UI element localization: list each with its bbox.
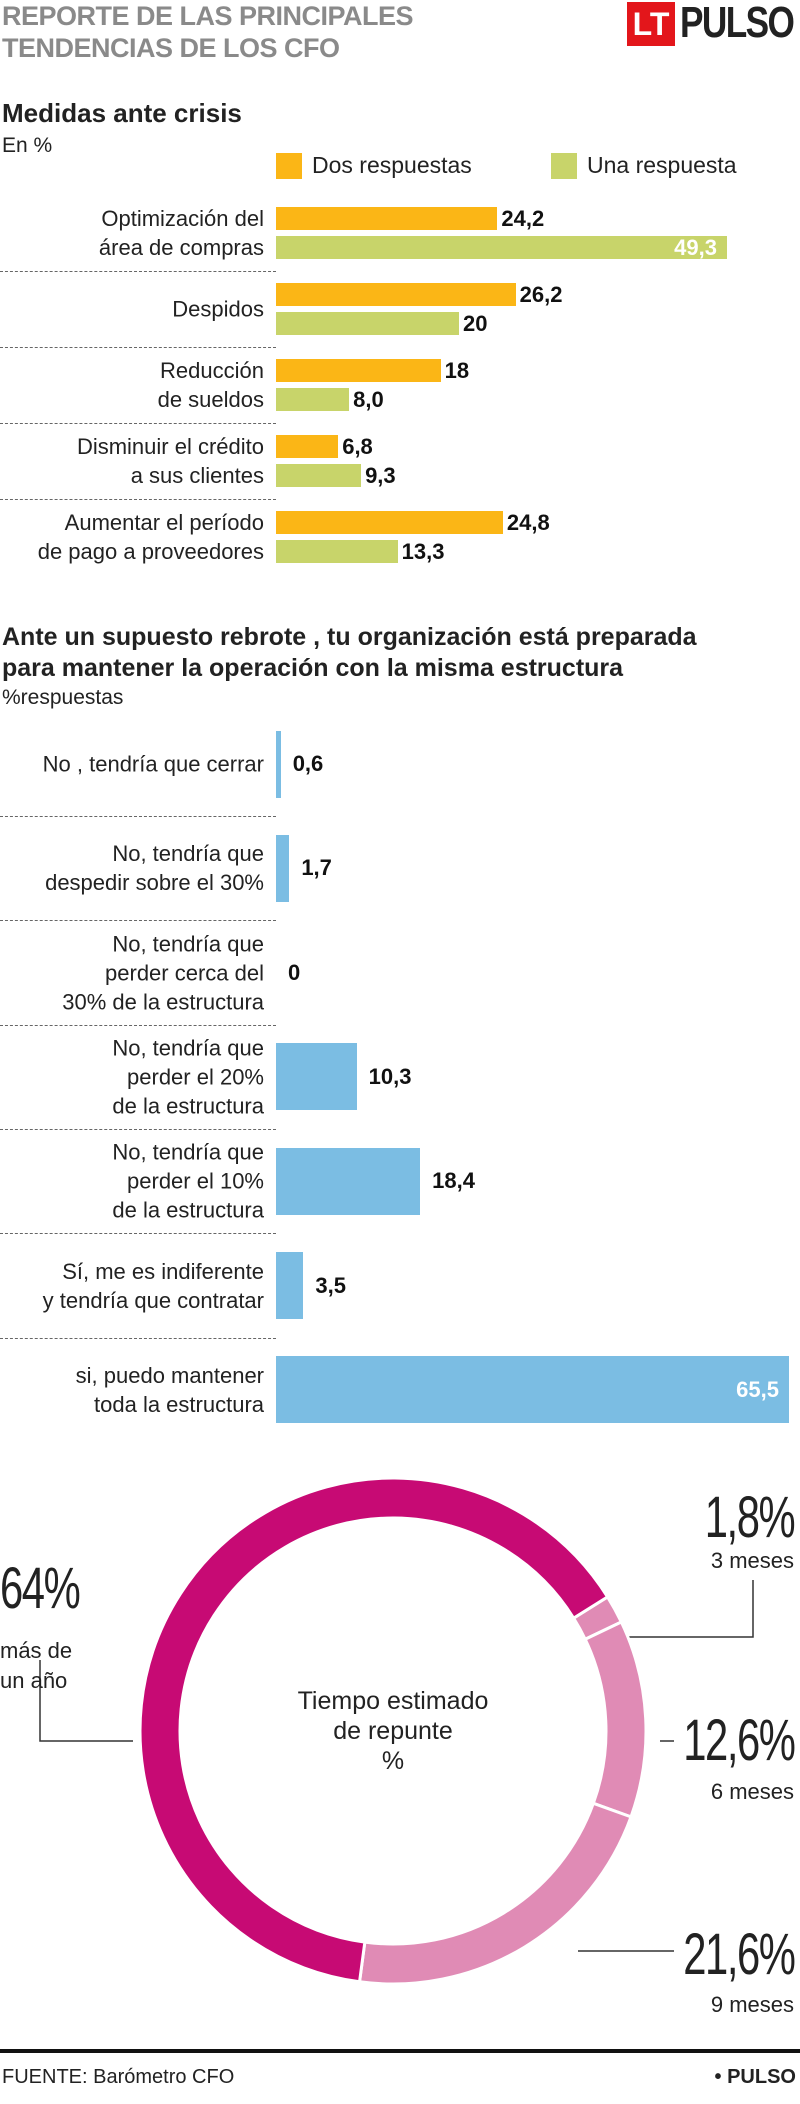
donut-segment [583,1619,648,1819]
category-label: No, tendría que despedir sobre el 30% [45,841,264,896]
bar [276,312,459,335]
category-label: No, tendría que perder el 10% de la estr… [112,1139,264,1223]
value-label: 13,3 [401,538,445,564]
bar [276,1252,304,1319]
value-label: 3,5 [315,1272,346,1298]
legend-label: Dos respuestas [312,152,472,178]
value-label: 21,6% [682,1922,796,1987]
category-label: 6 meses [710,1779,794,1804]
chart-subtitle: En % [2,134,53,157]
bar [276,834,290,902]
value-label: 24,8 [506,509,550,535]
legend-swatch [276,153,302,179]
value-label: 9,3 [365,462,396,488]
category-label: 3 meses [710,1548,794,1573]
logo-text: PULSO [680,0,795,47]
bar [276,464,362,487]
bar [276,1043,357,1111]
page-title: REPORTE DE LAS PRINCIPALES TENDENCIAS DE… [2,1,414,63]
separator [0,920,276,922]
bar [276,388,350,411]
value-label: 12,6% [682,1708,796,1773]
category-label: Reducción de sueldos [157,358,264,412]
bar [276,1147,421,1215]
value-label: 0,6 [292,751,324,776]
category-label: Sí, me es indiferente y tendría que cont… [42,1258,264,1313]
separator [0,1129,276,1131]
value-label: 20 [462,310,488,336]
separator [0,816,276,818]
category-label: No , tendría que cerrar [42,751,264,777]
value-label: 6,8 [342,433,373,459]
category-label: No, tendría que perder el 20% de la estr… [112,1035,264,1119]
separator [0,347,276,348]
value-label: 49,3 [674,234,717,260]
chart-title: Ante un supuesto rebrote , tu organizaci… [2,623,697,682]
leader-line [39,1660,133,1742]
value-label: 8,0 [353,386,384,412]
separator [0,1233,276,1235]
category-label: No, tendría que perder cerca del 30% de … [62,931,264,1015]
chart-subtitle: %respuestas [2,686,124,709]
leader-line [627,1580,754,1638]
separator [0,271,276,272]
donut-segment [138,1476,610,1984]
value-label: 0 [288,959,301,985]
separator [0,499,276,500]
category-label: Disminuir el crédito a sus clientes [76,434,264,488]
legend-label: Una respuesta [587,152,737,178]
bar [276,207,498,230]
bar [276,1356,789,1424]
bar [276,283,516,306]
category-label: más de un año [0,1638,73,1693]
value-label: 64% [0,1556,81,1621]
bar [276,511,503,534]
source: FUENTE: Barómetro CFO [2,2066,235,2088]
bar [276,359,441,382]
bar [276,236,727,259]
bar [276,730,281,798]
donut-center-label: Tiempo estimado de repunte % [297,1687,489,1775]
category-label: si, puedo mantener toda la estructura [75,1362,264,1417]
chart-title: Medidas ante crisis [2,98,242,128]
separator [0,1337,276,1339]
separator [0,423,276,424]
logo-mark: LT [627,2,675,46]
category-label: 9 meses [710,1992,794,2017]
value-label: 10,3 [368,1063,412,1089]
category-label: Aumentar el período de pago a proveedore… [37,510,264,564]
value-label: 1,8% [704,1485,796,1550]
category-label: Despidos [172,296,264,322]
value-label: 24,2 [501,205,545,231]
category-label: Optimización del área de compras [98,206,264,260]
value-label: 18,4 [432,1168,475,1194]
donut-segment [357,1801,633,1986]
bar [276,540,398,563]
credit: • PULSO [714,2066,796,2088]
value-label: 1,7 [301,855,332,881]
value-label: 26,2 [519,281,563,307]
legend-swatch [551,153,577,179]
separator [0,1024,276,1026]
bar [276,435,339,458]
value-label: 18 [444,357,470,383]
value-label: 65,5 [736,1376,779,1402]
